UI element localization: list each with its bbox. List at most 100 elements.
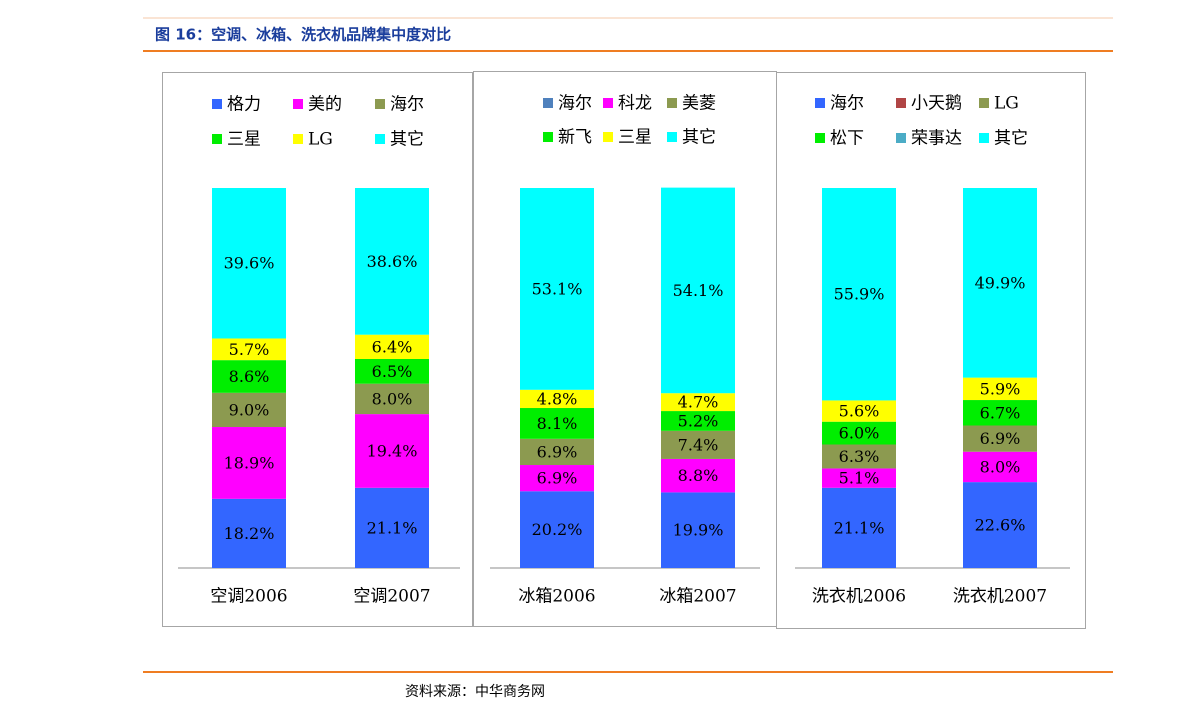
bar-segment: [212, 498, 286, 568]
legend-label: 海尔: [830, 94, 864, 114]
panel: [776, 72, 1086, 629]
value-label: 5.6%: [839, 402, 880, 421]
value-label: 6.9%: [537, 442, 578, 461]
x-tick-label: 空调2007: [353, 587, 430, 607]
value-label: 6.9%: [980, 429, 1021, 448]
bar-segment: [355, 487, 429, 568]
value-label: 18.9%: [224, 453, 275, 472]
bar-segment: [661, 187, 735, 394]
x-tick-label: 冰箱2007: [659, 587, 736, 607]
value-label: 19.4%: [367, 441, 418, 460]
value-label: 49.9%: [975, 273, 1026, 292]
value-label: 53.1%: [532, 279, 583, 298]
bar-segment: [520, 188, 594, 390]
bar-segment: [822, 400, 896, 422]
bar-segment: [661, 393, 735, 412]
bar-segment: [520, 438, 594, 466]
value-label: 5.1%: [839, 469, 880, 488]
legend-label: 松下: [830, 129, 864, 149]
value-label: 55.9%: [834, 285, 885, 304]
legend-marker: [979, 98, 989, 108]
bar-segment: [355, 359, 429, 384]
legend-marker: [293, 99, 303, 109]
legend-marker: [603, 132, 613, 142]
legend-marker: [375, 134, 385, 144]
bar-segment: [661, 411, 735, 431]
bar-segment: [963, 425, 1037, 452]
value-label: 18.2%: [224, 524, 275, 543]
value-label: 4.8%: [537, 389, 578, 408]
value-label: 6.3%: [839, 447, 880, 466]
legend-marker: [543, 132, 553, 142]
legend-label: 海尔: [390, 95, 424, 115]
legend-marker: [603, 98, 613, 108]
value-label: 6.4%: [372, 337, 413, 356]
bar-segment: [212, 360, 286, 393]
bar-segment: [355, 383, 429, 415]
legend-marker: [543, 98, 553, 108]
value-label: 9.0%: [229, 400, 270, 419]
bar-segment: [822, 487, 896, 568]
legend-label: 新飞: [558, 128, 592, 148]
bar-segment: [963, 451, 1037, 483]
legend-label: 小天鹅: [911, 94, 962, 114]
legend-label: 科龙: [618, 94, 652, 114]
legend-marker: [979, 133, 989, 143]
legend-label: 美的: [308, 95, 342, 115]
legend-marker: [212, 99, 222, 109]
legend-marker: [896, 98, 906, 108]
x-tick-label: 空调2006: [210, 587, 287, 607]
bar-segment: [212, 392, 286, 428]
legend-label: 三星: [618, 128, 652, 148]
value-label: 5.2%: [678, 411, 719, 430]
legend-label: LG: [308, 130, 333, 150]
value-label: 8.8%: [678, 466, 719, 485]
legend-label: 海尔: [558, 94, 592, 114]
legend-label: 其它: [994, 129, 1028, 149]
legend-marker: [667, 132, 677, 142]
bar-segment: [822, 468, 896, 488]
bar-segment: [355, 334, 429, 359]
bar-segment: [822, 421, 896, 445]
legend-marker: [212, 134, 222, 144]
bar-segment: [822, 188, 896, 401]
bar-segment: [520, 491, 594, 568]
bar-segment: [355, 188, 429, 335]
value-label: 54.1%: [673, 281, 724, 300]
legend-label: 格力: [227, 95, 261, 115]
legend-marker: [293, 134, 303, 144]
legend-marker: [815, 98, 825, 108]
value-label: 38.6%: [367, 252, 418, 271]
bar-segment: [963, 482, 1037, 568]
legend-label: 三星: [227, 130, 261, 150]
bar-segment: [661, 458, 735, 493]
legend-label: 美菱: [682, 94, 716, 114]
legend-label: 其它: [390, 130, 424, 150]
value-label: 21.1%: [834, 518, 885, 537]
bar-segment: [212, 338, 286, 361]
bar-segment: [822, 444, 896, 469]
value-label: 39.6%: [224, 254, 275, 273]
legend-marker: [375, 99, 385, 109]
bar-segment: [212, 427, 286, 499]
legend-label: 其它: [682, 128, 716, 148]
value-label: 19.9%: [673, 521, 724, 540]
bar-segment: [355, 414, 429, 488]
value-label: 8.6%: [229, 367, 270, 386]
value-label: 8.0%: [980, 457, 1021, 476]
panel: [162, 72, 473, 627]
bar-segment: [520, 408, 594, 439]
bar-segment: [963, 400, 1037, 426]
bar-segment: [661, 430, 735, 459]
figure-title: 图 16：空调、冰箱、洗衣机品牌集中度对比: [155, 26, 451, 44]
value-label: 8.0%: [372, 389, 413, 408]
value-label: 22.6%: [975, 516, 1026, 535]
legend-label: LG: [994, 94, 1019, 114]
value-label: 8.1%: [537, 414, 578, 433]
x-tick-label: 冰箱2006: [518, 587, 595, 607]
value-label: 6.7%: [980, 403, 1021, 422]
bar-segment: [520, 389, 594, 409]
x-tick-label: 洗衣机2006: [812, 587, 906, 607]
bar-segment: [212, 188, 286, 339]
